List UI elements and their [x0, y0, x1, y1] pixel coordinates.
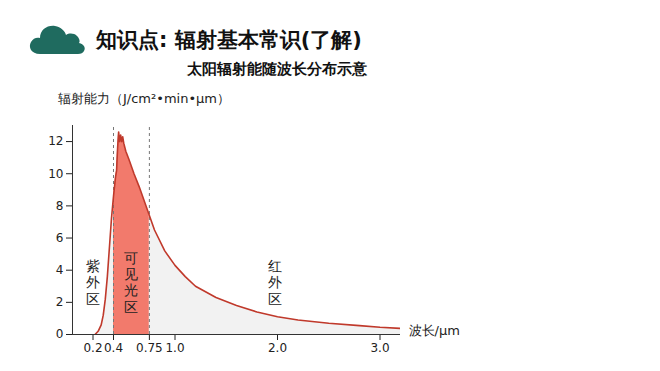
- svg-text:0.2: 0.2: [83, 341, 102, 355]
- html-text:知识点: 辐射基本常识(了解): 知识点: 辐射基本常识(了解): [96, 28, 362, 52]
- svg-text:0.4: 0.4: [104, 341, 123, 355]
- svg-text:1.0: 1.0: [165, 341, 184, 355]
- svg-text:10: 10: [48, 167, 63, 181]
- svg-text:可见光区: 可见光区: [124, 250, 138, 314]
- svg-text:6: 6: [56, 231, 64, 245]
- svg-text:8: 8: [56, 199, 64, 213]
- svg-text:0: 0: [56, 327, 64, 341]
- svg-text:紫外区: 紫外区: [86, 258, 100, 306]
- svg-text:3.0: 3.0: [370, 341, 389, 355]
- html-text:辐射能力（J/cm²•min•μm）: 辐射能力（J/cm²•min•μm）: [58, 91, 230, 106]
- svg-text:4: 4: [56, 263, 64, 277]
- svg-text:2: 2: [56, 295, 64, 309]
- html-text:太阳辐射能随波长分布示意: 太阳辐射能随波长分布示意: [187, 60, 367, 78]
- svg-text:12: 12: [48, 134, 63, 148]
- svg-text:红外区: 红外区: [268, 258, 282, 306]
- svg-text:0.75: 0.75: [136, 341, 163, 355]
- svg-text:2.0: 2.0: [268, 341, 287, 355]
- svg-text:波长/μm: 波长/μm: [409, 323, 460, 338]
